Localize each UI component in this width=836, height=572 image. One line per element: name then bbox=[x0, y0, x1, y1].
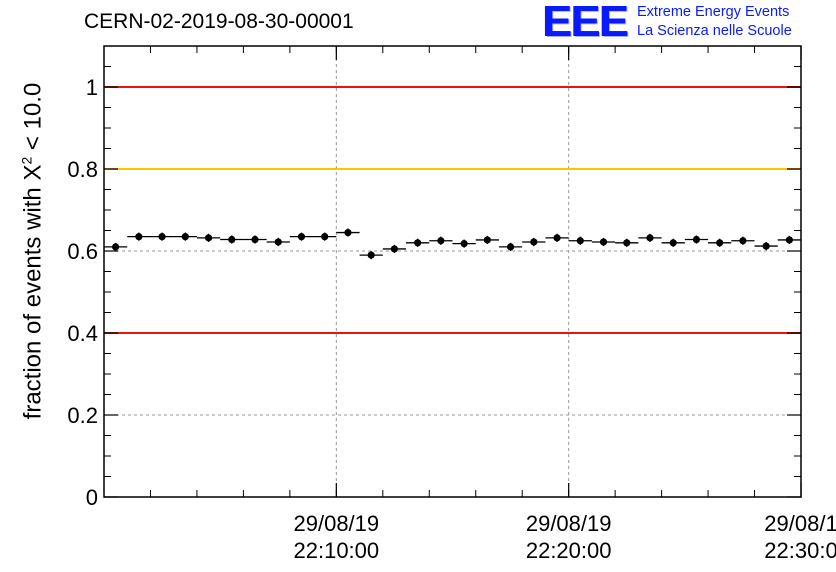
data-point bbox=[359, 251, 383, 260]
data-marker bbox=[321, 233, 329, 241]
data-marker bbox=[228, 235, 236, 244]
data-point bbox=[173, 232, 197, 241]
data-marker bbox=[135, 233, 143, 241]
data-marker bbox=[297, 233, 306, 241]
data-marker bbox=[623, 239, 631, 247]
eee-logo-mark: EEE bbox=[542, 0, 628, 46]
data-point bbox=[661, 238, 685, 247]
data-marker bbox=[576, 237, 584, 245]
data-point bbox=[313, 232, 337, 241]
data-point bbox=[243, 235, 267, 244]
chart-title: CERN-02-2019-08-30-00001 bbox=[84, 10, 354, 33]
data-marker bbox=[390, 245, 399, 253]
data-point bbox=[289, 232, 314, 241]
data-point bbox=[731, 236, 755, 245]
data-marker bbox=[669, 239, 677, 247]
data-point bbox=[266, 237, 290, 247]
y-tick-label: 1 bbox=[86, 75, 98, 100]
data-marker bbox=[506, 243, 515, 251]
data-point bbox=[150, 232, 174, 241]
y-tick-label: 0 bbox=[86, 485, 98, 510]
y-tick-label: 0.6 bbox=[67, 239, 98, 264]
plot-frame bbox=[103, 45, 802, 498]
data-point bbox=[336, 228, 360, 237]
reference-lines bbox=[104, 86, 801, 334]
data-point bbox=[591, 237, 616, 247]
data-marker bbox=[112, 243, 120, 251]
data-point bbox=[522, 237, 546, 247]
x-tick-label-date: 29/08/1 bbox=[764, 511, 836, 536]
tick-labels: 00.20.40.60.8129/08/1922:10:0029/08/1922… bbox=[67, 75, 836, 563]
data-marker bbox=[716, 239, 724, 247]
data-point bbox=[127, 232, 151, 241]
data-marker bbox=[367, 251, 375, 259]
x-tick-label-time: 22:30:0 bbox=[764, 538, 836, 563]
y-tick-label: 0.8 bbox=[67, 157, 98, 182]
data-marker bbox=[274, 238, 282, 246]
x-tick-label-time: 22:10:00 bbox=[294, 538, 380, 563]
data-point bbox=[684, 235, 709, 244]
y-tick-label: 0.2 bbox=[67, 403, 98, 428]
data-marker bbox=[181, 233, 189, 241]
data-point bbox=[615, 238, 639, 247]
data-marker bbox=[204, 234, 213, 242]
data-point bbox=[104, 242, 128, 251]
data-point bbox=[452, 239, 476, 248]
data-point bbox=[382, 244, 407, 254]
data-marker bbox=[785, 236, 793, 244]
data-marker bbox=[437, 237, 445, 245]
data-point bbox=[708, 238, 732, 247]
data-marker bbox=[646, 234, 654, 242]
data-marker bbox=[692, 235, 701, 244]
data-series bbox=[104, 228, 801, 260]
data-point bbox=[777, 235, 801, 245]
data-marker bbox=[483, 236, 491, 244]
data-point bbox=[568, 236, 592, 245]
data-marker bbox=[530, 238, 538, 246]
data-point bbox=[220, 235, 244, 244]
x-tick-label-date: 29/08/19 bbox=[526, 511, 612, 536]
data-point bbox=[638, 233, 662, 242]
x-tick-label-time: 22:20:00 bbox=[526, 538, 612, 563]
data-point bbox=[754, 241, 778, 251]
x-tick-label-date: 29/08/19 bbox=[294, 511, 380, 536]
data-point bbox=[196, 233, 221, 242]
y-tick-label: 0.4 bbox=[67, 321, 98, 346]
data-marker bbox=[739, 237, 747, 245]
logo-line-1: Extreme Energy Events bbox=[637, 4, 790, 20]
data-point bbox=[406, 238, 430, 247]
data-point bbox=[429, 236, 453, 245]
data-marker bbox=[553, 234, 561, 242]
data-marker bbox=[158, 233, 166, 241]
data-marker bbox=[414, 239, 422, 247]
data-marker bbox=[599, 238, 608, 246]
grid-lines bbox=[104, 46, 801, 497]
data-point bbox=[545, 233, 569, 242]
logo-line-2: La Scienza nelle Scuole bbox=[637, 23, 792, 39]
data-marker bbox=[460, 240, 468, 248]
data-marker bbox=[762, 242, 770, 250]
eee-logo: EEE Extreme Energy Events La Scienza nel… bbox=[542, 0, 834, 46]
data-marker bbox=[251, 235, 259, 244]
data-marker bbox=[344, 228, 352, 237]
axis-ticks bbox=[103, 45, 802, 498]
data-point bbox=[498, 242, 523, 251]
data-point bbox=[475, 235, 499, 245]
